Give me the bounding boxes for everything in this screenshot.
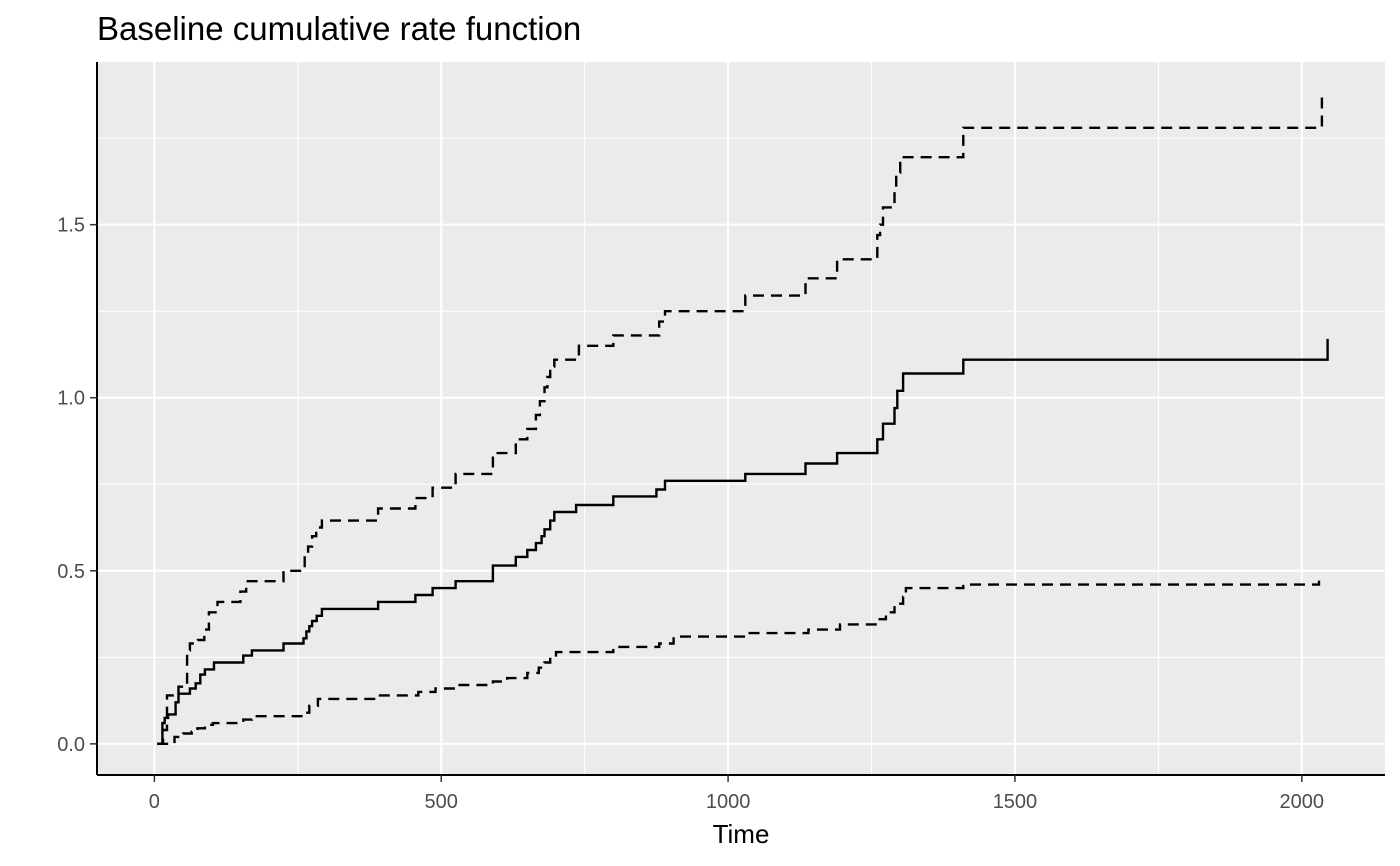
x-axis-title: Time xyxy=(713,819,770,849)
series-layer xyxy=(157,94,1329,745)
x-tick-label: 1500 xyxy=(993,791,1038,813)
chart-title: Baseline cumulative rate function xyxy=(97,10,581,47)
plot-panel xyxy=(97,62,1385,775)
x-tick-label: 500 xyxy=(425,791,458,813)
y-tick-label: 1.5 xyxy=(57,215,85,237)
x-tick-label: 1000 xyxy=(706,791,751,813)
x-axis-ticks: 0 500 1000 1500 2000 xyxy=(149,775,1324,813)
axes xyxy=(96,62,1385,776)
confidence-bound-line-1 xyxy=(157,94,1324,745)
estimate-step-line-0 xyxy=(157,338,1329,745)
y-axis-ticks: 0.0 0.5 1.0 1.5 xyxy=(57,215,97,756)
confidence-bound-line-2 xyxy=(157,579,1321,745)
x-tick-label: 0 xyxy=(149,791,160,813)
x-tick-label: 2000 xyxy=(1280,791,1325,813)
y-tick-label: 0.5 xyxy=(57,561,85,583)
y-tick-label: 1.0 xyxy=(57,388,85,410)
major-gridlines xyxy=(97,62,1385,775)
y-tick-label: 0.0 xyxy=(57,734,85,756)
